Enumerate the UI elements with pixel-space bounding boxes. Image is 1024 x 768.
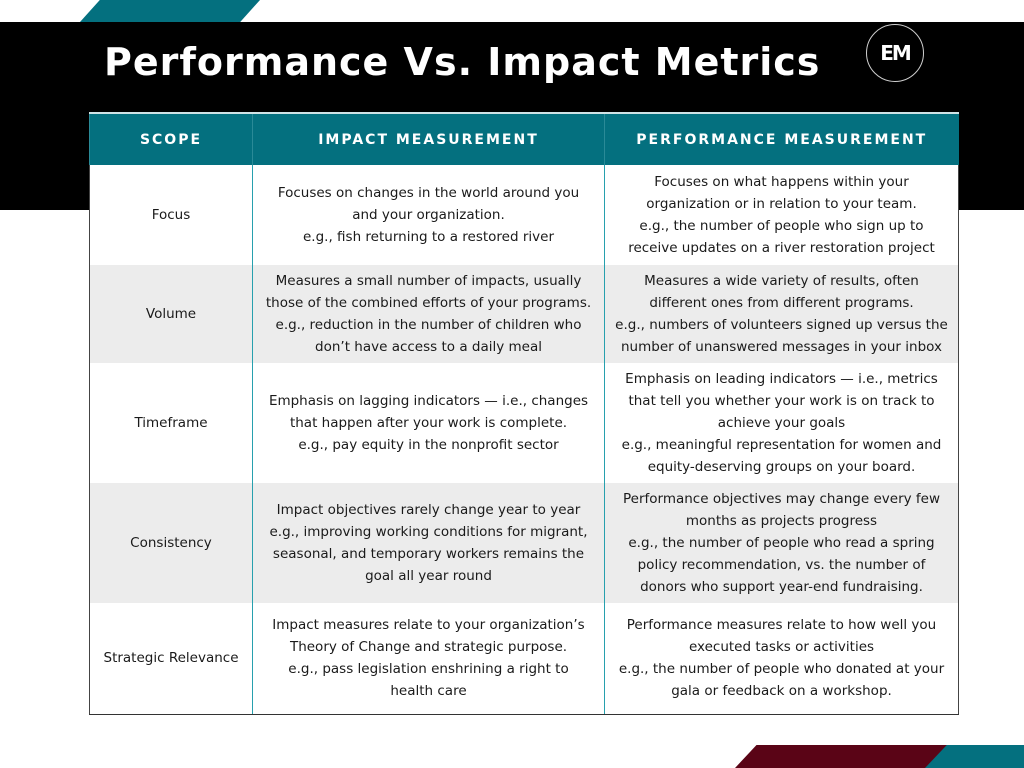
performance-cell: Performance objectives may change every … — [604, 483, 959, 603]
page-title: Performance Vs. Impact Metrics — [104, 40, 821, 84]
cell-text-line: months as projects progress — [685, 513, 878, 529]
cell-text-line: e.g., numbers of volunteers signed up ve… — [615, 317, 948, 333]
cell-text-line: Performance objectives may change every … — [622, 491, 941, 507]
table-row: Strategic Relevance Impact measures relat… — [89, 603, 959, 715]
column-header-impact: IMPACT MEASUREMENT — [252, 112, 605, 165]
cell-text-line: those of the combined efforts of your pr… — [265, 295, 592, 311]
cell-text-line: Impact objectives rarely change year to … — [276, 502, 581, 518]
impact-cell: Emphasis on lagging indicators — i.e., c… — [252, 363, 605, 483]
cell-text-line: that happen after your work is complete. — [289, 415, 568, 431]
impact-cell: Focuses on changes in the world around y… — [252, 165, 605, 265]
cell-text-line: Focuses on what happens within your — [654, 174, 909, 190]
cell-text-line: achieve your goals — [717, 415, 846, 431]
cell-text-line: goal all year round — [365, 568, 492, 584]
table-row: Consistency Impact objectives rarely chan… — [89, 483, 959, 603]
impact-cell: Impact measures relate to your organizat… — [252, 603, 605, 715]
logo-text: EM — [880, 41, 912, 65]
cell-text-line: equity-deserving groups on your board. — [647, 459, 916, 475]
scope-cell: Volume — [89, 265, 253, 363]
cell-text-line: gala or feedback on a workshop. — [671, 683, 892, 700]
performance-cell: Performance measures relate to how well … — [604, 603, 959, 715]
cell-text-line: e.g., pass legislation enshrining a righ… — [288, 661, 569, 678]
table-row: Timeframe Emphasis on lagging indicators … — [89, 363, 959, 483]
table-row: Focus Focuses on changes in the world aro… — [89, 165, 959, 265]
cell-text-line: organization or in relation to your team… — [646, 196, 917, 212]
impact-cell: Measures a small number of impacts, usua… — [252, 265, 605, 363]
cell-text-line: that tell you whether your work is on tr… — [628, 393, 935, 409]
cell-text-line: Measures a small number of impacts, usua… — [275, 273, 582, 289]
cell-text-line: e.g., pay equity in the nonprofit sector — [298, 437, 559, 453]
top-teal-stripe-decoration — [80, 0, 260, 22]
cell-text-line: e.g., improving working conditions for m… — [269, 524, 588, 540]
em-circle-logo-icon: EM — [866, 24, 924, 82]
cell-text-line: e.g., meaningful representation for wome… — [621, 437, 942, 453]
cell-text-line: number of unanswered messages in your in… — [621, 339, 942, 355]
cell-text-line: Focuses on changes in the world around y… — [277, 185, 580, 201]
cell-text-line: don’t have access to a daily meal — [315, 339, 542, 355]
cell-text-line: e.g., the number of people who donated a… — [618, 661, 945, 678]
cell-text-line: e.g., reduction in the number of childre… — [275, 317, 582, 333]
cell-text-line: seasonal, and temporary workers remains … — [272, 546, 585, 562]
cell-text-line: Measures a wide variety of results, ofte… — [644, 273, 919, 289]
bottom-teal-stripe-decoration — [925, 745, 1024, 768]
table-row: Volume Measures a small number of impacts… — [89, 265, 959, 363]
cell-text-line: Performance measures relate to how well … — [626, 617, 937, 634]
impact-cell: Impact objectives rarely change year to … — [252, 483, 605, 603]
table-header-row: SCOPE IMPACT MEASUREMENT PERFORMANCE MEA… — [89, 112, 959, 165]
cell-text-line: health care — [390, 683, 467, 700]
cell-text-line: Emphasis on lagging indicators — i.e., c… — [268, 393, 589, 409]
cell-text-line: e.g., the number of people who sign up t… — [639, 218, 924, 234]
cell-text-line: receive updates on a river restoration p… — [628, 240, 935, 256]
scope-cell: Consistency — [89, 483, 253, 603]
cell-text-line: e.g., the number of people who read a sp… — [628, 535, 935, 551]
performance-cell: Emphasis on leading indicators — i.e., m… — [604, 363, 959, 483]
cell-text-line: policy recommendation, vs. the number of — [637, 557, 926, 573]
scope-cell: Focus — [89, 165, 253, 265]
cell-text-line: donors who support year-end fundraising. — [640, 579, 923, 595]
cell-text-line: e.g., fish returning to a restored river — [303, 229, 554, 245]
bottom-maroon-stripe-decoration — [735, 745, 950, 768]
scope-cell: Timeframe — [89, 363, 253, 483]
performance-cell: Measures a wide variety of results, ofte… — [604, 265, 959, 363]
performance-cell: Focuses on what happens within your organ… — [604, 165, 959, 265]
column-header-performance: PERFORMANCE MEASUREMENT — [604, 112, 959, 165]
cell-text-line: different ones from different programs. — [649, 295, 914, 311]
cell-text-line: Impact measures relate to your organizat… — [272, 617, 585, 634]
cell-text-line: Emphasis on leading indicators — i.e., m… — [625, 371, 938, 387]
cell-text-line: executed tasks or activities — [688, 639, 875, 656]
column-header-scope: SCOPE — [89, 112, 253, 165]
metrics-comparison-table: SCOPE IMPACT MEASUREMENT PERFORMANCE MEA… — [89, 112, 959, 715]
cell-text-line: and your organization. — [352, 207, 505, 223]
cell-text-line: Theory of Change and strategic purpose. — [289, 639, 568, 656]
scope-cell: Strategic Relevance — [89, 603, 253, 715]
